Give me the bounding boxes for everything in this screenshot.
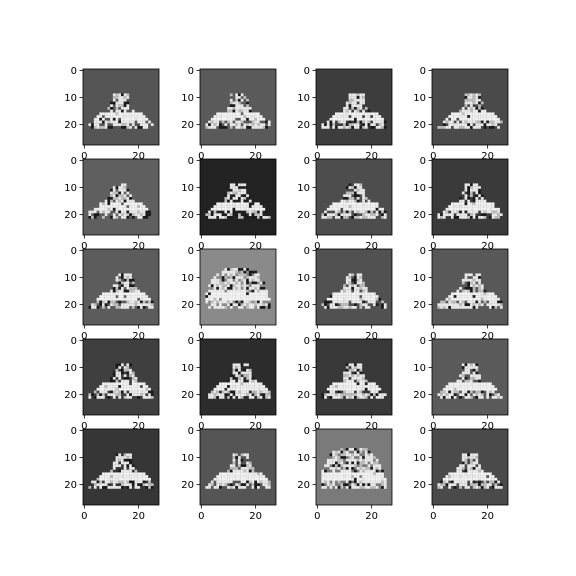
y-tick-label: 0	[304, 246, 310, 257]
y-tick-label: 20	[181, 300, 194, 311]
y-tick-label: 10	[413, 183, 426, 194]
y-tick-label: 10	[413, 363, 426, 374]
y-tick-label: 20	[181, 210, 194, 221]
y-tick-label: 10	[413, 273, 426, 284]
y-tick-label: 0	[420, 336, 426, 347]
x-tick-label: 20	[481, 511, 494, 522]
y-tick-label: 10	[413, 453, 426, 464]
x-tick-label: 0	[430, 511, 436, 522]
y-tick-label: 10	[181, 363, 194, 374]
y-tick-label: 0	[420, 66, 426, 77]
y-tick-label: 0	[188, 426, 194, 437]
y-tick-label: 0	[420, 156, 426, 167]
y-tick-label: 0	[71, 156, 77, 167]
y-tick-label: 0	[420, 246, 426, 257]
y-tick-label: 20	[181, 120, 194, 131]
y-tick-label: 10	[64, 93, 77, 104]
y-tick-label: 10	[297, 453, 310, 464]
y-tick-label: 20	[413, 120, 426, 131]
y-tick-label: 20	[413, 480, 426, 491]
y-tick-label: 0	[71, 336, 77, 347]
y-tick-label: 10	[64, 363, 77, 374]
y-tick-label: 10	[181, 183, 194, 194]
y-tick-label: 10	[297, 183, 310, 194]
y-tick-label: 0	[188, 66, 194, 77]
y-tick-label: 20	[297, 390, 310, 401]
y-tick-label: 0	[71, 66, 77, 77]
y-tick-label: 20	[64, 390, 77, 401]
y-tick-label: 10	[64, 453, 77, 464]
y-tick-label: 0	[420, 426, 426, 437]
y-tick-label: 10	[297, 363, 310, 374]
y-tick-label: 20	[413, 210, 426, 221]
y-tick-label: 10	[297, 273, 310, 284]
y-tick-label: 0	[71, 426, 77, 437]
x-tick-label: 0	[314, 511, 320, 522]
y-tick-label: 0	[188, 336, 194, 347]
y-tick-label: 20	[64, 210, 77, 221]
y-tick-label: 0	[71, 246, 77, 257]
y-tick-label: 20	[297, 480, 310, 491]
y-tick-label: 20	[413, 390, 426, 401]
y-tick-label: 20	[297, 120, 310, 131]
y-tick-label: 10	[181, 273, 194, 284]
y-tick-label: 20	[64, 480, 77, 491]
x-tick-label: 20	[132, 511, 145, 522]
y-tick-label: 0	[188, 246, 194, 257]
y-tick-label: 10	[181, 93, 194, 104]
y-tick-label: 10	[413, 93, 426, 104]
y-tick-label: 20	[297, 210, 310, 221]
x-tick-label: 0	[81, 511, 87, 522]
x-tick-label: 20	[365, 511, 378, 522]
y-tick-label: 0	[304, 426, 310, 437]
x-tick-label: 20	[249, 511, 262, 522]
y-tick-label: 0	[304, 336, 310, 347]
y-tick-label: 20	[64, 300, 77, 311]
y-tick-label: 0	[304, 156, 310, 167]
y-tick-label: 20	[297, 300, 310, 311]
y-tick-label: 0	[304, 66, 310, 77]
x-tick-label: 0	[198, 511, 204, 522]
y-tick-label: 10	[181, 453, 194, 464]
y-tick-label: 20	[181, 390, 194, 401]
y-tick-label: 10	[64, 273, 77, 284]
y-tick-label: 20	[181, 480, 194, 491]
y-tick-label: 20	[64, 120, 77, 131]
y-tick-label: 0	[188, 156, 194, 167]
y-tick-label: 20	[413, 300, 426, 311]
y-tick-label: 10	[64, 183, 77, 194]
y-tick-label: 10	[297, 93, 310, 104]
